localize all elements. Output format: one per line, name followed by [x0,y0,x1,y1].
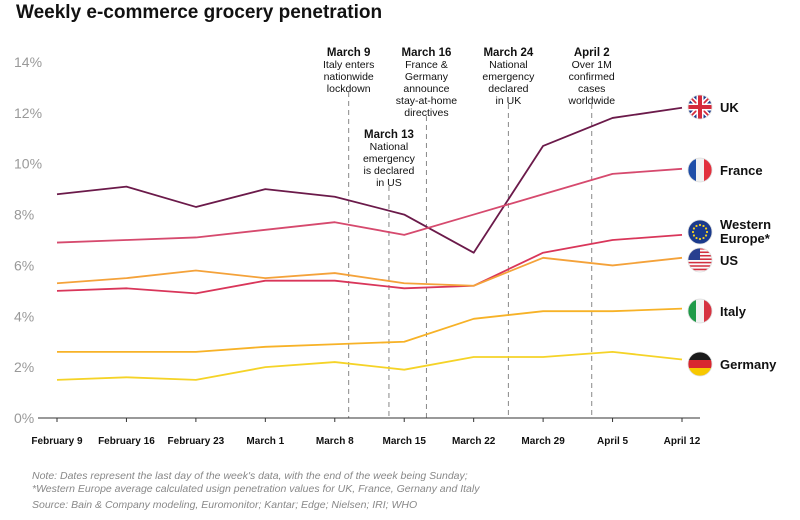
annotation-text: emergency [482,71,535,83]
footnote-dates: Note: Dates represent the last day of th… [32,470,468,482]
x-tick-label: April 5 [597,436,629,447]
legend-label: Western Europe* [720,217,771,246]
y-tick-label: 6% [14,257,34,273]
annotation-text: cases [578,83,605,95]
italy-flag-icon [687,298,713,324]
series-line-us [56,256,683,287]
legend-label: France [720,163,763,178]
x-tick-label: February 23 [168,436,225,447]
x-tick-label: February 16 [98,436,155,447]
france-flag-icon [687,157,713,183]
x-tick-label: March 1 [246,436,284,447]
legend-label: Germany [720,357,777,372]
series-line-germany [56,350,683,381]
y-tick-label: 12% [14,105,42,121]
eu-flag-icon [687,219,713,245]
y-tick-label: 14% [14,54,42,70]
annotation-text: Italy enters [323,59,374,71]
y-tick-label: 8% [14,207,34,223]
annotation-date: March 9 [327,47,370,59]
series-line-italy [57,307,683,353]
y-tick-label: 4% [14,308,34,324]
chart-title: Weekly e-commerce grocery penetration [16,2,383,23]
us-flag-icon [687,247,713,273]
annotation-text: National [370,141,409,153]
axis-layer: 0% 2% 4% 6% 8% 10% 12% 14% February 9 February 16… [14,54,701,447]
series-line-uk [56,106,683,254]
annotation-date: March 16 [402,47,452,59]
legend-label: US [720,253,738,268]
uk-flag-icon [687,94,713,120]
annotation-date: March 13 [364,129,414,141]
x-tick-label: February 9 [31,436,83,447]
x-tick-label: April 12 [664,436,701,447]
annotation-text: directives [404,107,448,119]
x-tick-label: March 8 [316,436,354,447]
series-line-western-europe [56,234,683,295]
annotation-text: in UK [496,95,522,107]
annotation-date: April 2 [574,47,610,59]
legend-label: UK [720,100,739,115]
x-tick-label: March 29 [521,436,565,447]
x-tick-label: March 22 [452,436,496,447]
annotation-text: worldwide [567,95,615,107]
y-tick-label: 10% [14,156,42,172]
legend-label: Italy [720,304,747,319]
y-tick-label: 2% [14,359,34,375]
x-tick-label: March 15 [383,436,427,447]
annotation-text: confirmed [569,71,615,83]
annotation-text: Germany [405,71,449,83]
y-tick-label: 0% [14,410,34,426]
annotation-text: announce [403,83,449,95]
footnote-source: Source: Bain & Company modeling, Euromon… [32,499,418,511]
footnote-western-europe: *Western Europe average calculated usign… [32,483,480,495]
annotation-text: stay-at-home [396,95,457,107]
germany-flag-icon [687,351,713,377]
annotation-text: Over 1M [572,59,612,71]
annotation-text: nationwide [324,71,374,83]
series-line-france [56,167,683,244]
annotation-text: in US [376,177,402,189]
annotation-date: March 24 [483,47,533,59]
annotation-text: emergency [363,153,416,165]
annotation-text: National [489,59,528,71]
annotation-text: is declared [364,165,415,177]
annotation-text: lockdown [327,83,371,95]
series-layer [56,106,683,381]
legend-layer: UK France Western Europe* US Italy Germany [687,94,777,377]
annotation-text: declared [488,83,528,95]
annotation-text: France & [405,59,448,71]
